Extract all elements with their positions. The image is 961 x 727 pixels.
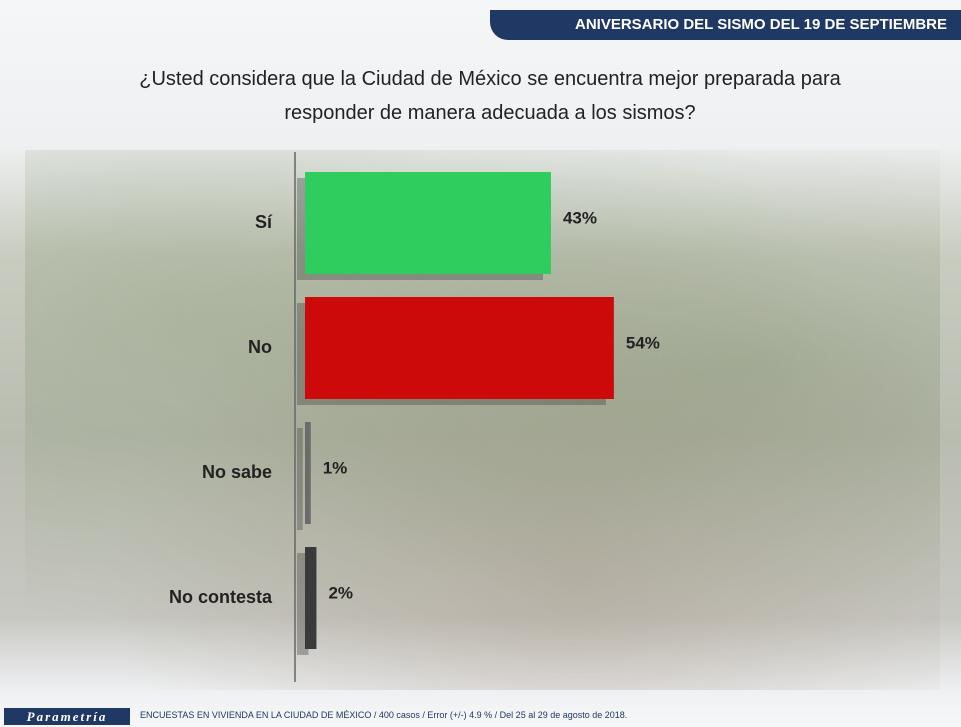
bar-shadow (297, 428, 303, 530)
value-label: 54% (626, 333, 660, 352)
value-label: 1% (323, 458, 348, 477)
bar (305, 547, 317, 649)
source-note: ENCUESTAS EN VIVIENDA EN LA CIUDAD DE MÉ… (140, 710, 628, 720)
category-label: Sí (255, 212, 273, 232)
bar (305, 297, 614, 399)
bar (305, 172, 551, 274)
category-label: No contesta (169, 587, 273, 607)
chart-title: ¿Usted considera que la Ciudad de México… (139, 68, 841, 124)
bar (305, 422, 311, 524)
category-label: No (248, 337, 272, 357)
category-label: No sabe (202, 462, 272, 482)
header-banner: ANIVERSARIO DEL SISMO DEL 19 DE SEPTIEMB… (490, 10, 961, 40)
value-label: 43% (563, 208, 597, 227)
bar-shadow (297, 553, 309, 655)
brand-logo: Parametría (4, 708, 130, 725)
value-label: 2% (328, 583, 353, 602)
